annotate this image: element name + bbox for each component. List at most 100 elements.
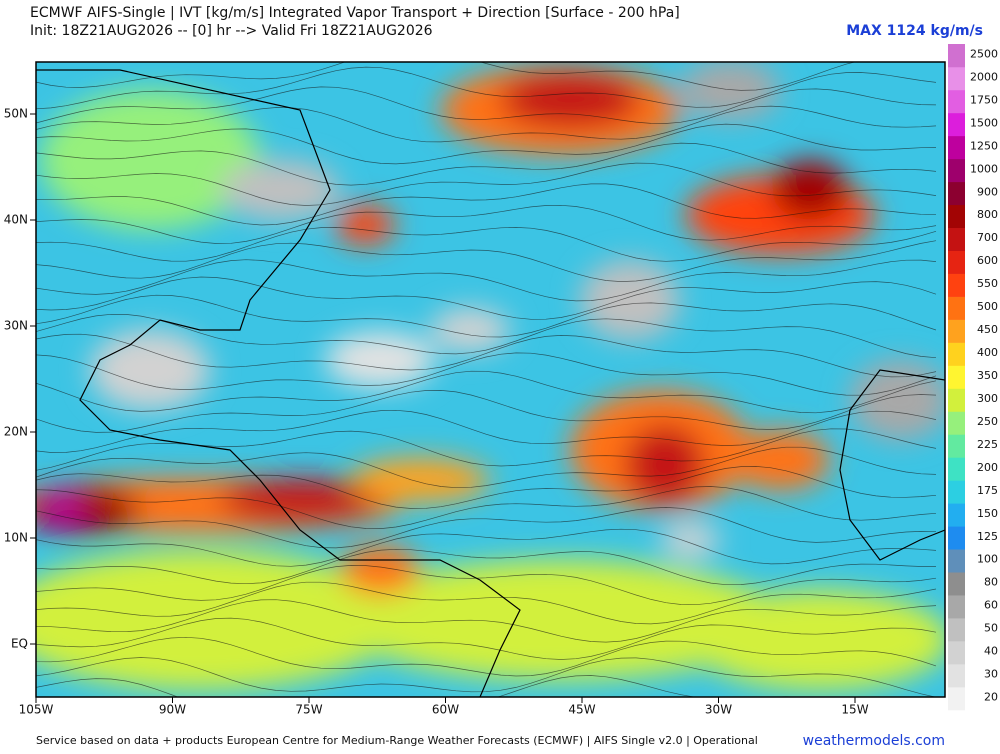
streamline: [36, 62, 857, 91]
streamline: [36, 333, 937, 378]
streamline: [36, 446, 937, 489]
streamline: [36, 86, 937, 124]
streamline: [36, 123, 937, 165]
title: ECMWF AIFS-Single | IVT [kg/m/s] Integra…: [30, 5, 680, 21]
colorbar-segment: [948, 365, 965, 389]
streamline: [36, 528, 937, 567]
colorbar-label: 175: [977, 484, 998, 497]
streamline: [36, 370, 937, 414]
streamline: [36, 294, 937, 338]
colorbar-label: 500: [977, 300, 998, 313]
colorbar-segment: [948, 204, 965, 229]
max-label: MAX 1124 kg/m/s: [846, 23, 983, 39]
streamline: [36, 390, 937, 433]
colorbar-label: 40: [984, 645, 998, 658]
colorbar-segment: [948, 273, 965, 297]
streamline: [36, 204, 937, 244]
streamline: [36, 227, 937, 262]
colorbar-segment: [948, 227, 965, 251]
lon-label: 15W: [841, 703, 868, 717]
colorbar-label: 2000: [970, 70, 998, 83]
colorbar-segment: [948, 411, 965, 435]
lon-label: 30W: [705, 703, 732, 717]
lat-label: 40N: [4, 213, 28, 227]
colorbar-segment: [948, 526, 965, 550]
colorbar-label: 450: [977, 323, 998, 336]
colorbar-segment: [948, 296, 965, 320]
colorbar-segment: [948, 342, 965, 366]
streamline: [36, 352, 937, 396]
colorbar-segment: [948, 664, 965, 688]
colorbar-label: 125: [977, 530, 998, 543]
colorbar-label: 50: [984, 622, 998, 635]
colorbar-segment: [948, 135, 965, 160]
streamline: [36, 409, 937, 453]
streamline: [36, 105, 937, 143]
lat-label: EQ: [11, 637, 28, 651]
streamline: [36, 276, 937, 320]
footer-site: weathermodels.com: [803, 733, 945, 749]
colorbar-segment: [948, 595, 965, 619]
colorbar-segment: [948, 158, 965, 183]
footer-credit: Service based on data + products Europea…: [36, 734, 758, 747]
streamline: [36, 313, 937, 359]
lon-label: 90W: [159, 703, 186, 717]
colorbar-segment: [948, 480, 965, 504]
colorbar-segment: [948, 319, 965, 343]
colorbar-segment: [948, 112, 965, 137]
colorbar-label: 700: [977, 231, 998, 244]
lon-label: 75W: [295, 703, 322, 717]
colorbar-label: 2500: [970, 47, 998, 60]
colorbar-segment: [948, 618, 965, 642]
colorbar-label: 1750: [970, 93, 998, 106]
colorbar-label: 1250: [970, 139, 998, 152]
colorbar-segment: [948, 250, 965, 274]
colorbar-label: 150: [977, 507, 998, 520]
streamline: [36, 66, 937, 110]
colorbar-label: 300: [977, 392, 998, 405]
streamline: [36, 507, 937, 549]
colorbar-segment: [948, 687, 965, 711]
streamline: [36, 259, 937, 302]
lon-label: 105W: [19, 703, 54, 717]
colorbar-label: 20: [984, 691, 998, 704]
lat-label: 30N: [4, 319, 28, 333]
colorbar-segment: [948, 641, 965, 665]
streamline: [36, 581, 937, 625]
colorbar: 20 30 40 50 60 80 100 125 150 175 200 225 250 300 350 4…: [948, 44, 998, 711]
colorbar-label: 250: [977, 415, 998, 428]
colorbar-label: 60: [984, 599, 998, 612]
streamline: [36, 240, 937, 282]
lat-label: 20N: [4, 425, 28, 439]
streamline: [36, 565, 937, 606]
colorbar-segment: [948, 66, 965, 91]
streamline: [36, 162, 937, 206]
streamline: [36, 548, 937, 586]
map-frame: [35, 61, 946, 698]
streamline: [36, 617, 937, 660]
streamline: [36, 428, 937, 471]
colorbar-label: 800: [977, 208, 998, 221]
colorbar-segment: [948, 572, 965, 596]
colorbar-label: 350: [977, 369, 998, 382]
map-field: [36, 62, 945, 697]
colorbar-segment: [948, 388, 965, 412]
colorbar-label: 1500: [970, 116, 998, 129]
streamline: [36, 183, 937, 226]
colorbar-label: 400: [977, 346, 998, 359]
colorbar-label: 200: [977, 461, 998, 474]
colorbar-label: 80: [984, 576, 998, 589]
colorbar-label: 550: [977, 277, 998, 290]
streamline: [36, 636, 937, 677]
colorbar-segment: [948, 503, 965, 527]
lat-label: 50N: [4, 107, 28, 121]
colorbar-segment: [948, 44, 965, 68]
colorbar-label: 30: [984, 668, 998, 681]
colorbar-label: 600: [977, 254, 998, 267]
streamline: [36, 486, 937, 529]
colorbar-label: 225: [977, 438, 998, 451]
lon-label: 60W: [432, 703, 459, 717]
lon-label: 45W: [568, 703, 595, 717]
colorbar-segment: [948, 549, 965, 573]
